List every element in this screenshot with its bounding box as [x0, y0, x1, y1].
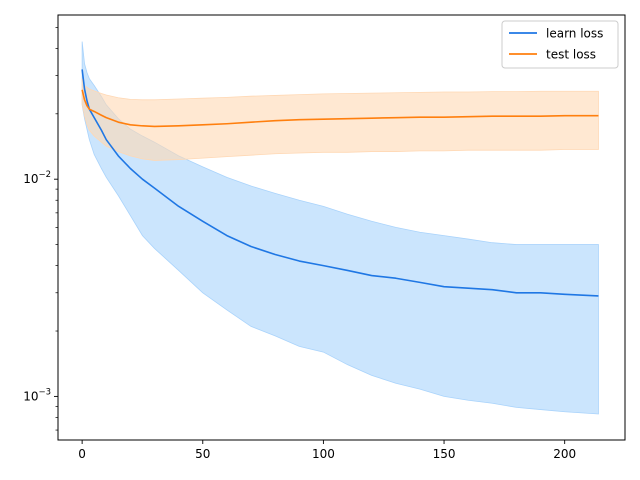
legend-label-0: learn loss: [546, 27, 603, 41]
x-tick-label: 150: [433, 447, 456, 461]
x-axis: 0 50 100 150 200: [78, 440, 576, 461]
series-line-1: [81, 89, 599, 128]
series-line-0: [81, 69, 599, 297]
x-tick-label: 200: [553, 447, 576, 461]
plot-area: [81, 41, 599, 415]
x-tick-label: 50: [195, 447, 210, 461]
legend-label-1: test loss: [546, 48, 596, 62]
y-tick-label: 10−3: [23, 387, 51, 403]
y-axis: 10−3 10−2: [23, 27, 58, 431]
x-tick-label: 0: [78, 447, 86, 461]
y-tick-label: 10−2: [23, 170, 51, 186]
axes-frame: [57, 14, 626, 441]
legend: learn loss test loss: [501, 20, 619, 69]
x-tick-label: 100: [312, 447, 335, 461]
